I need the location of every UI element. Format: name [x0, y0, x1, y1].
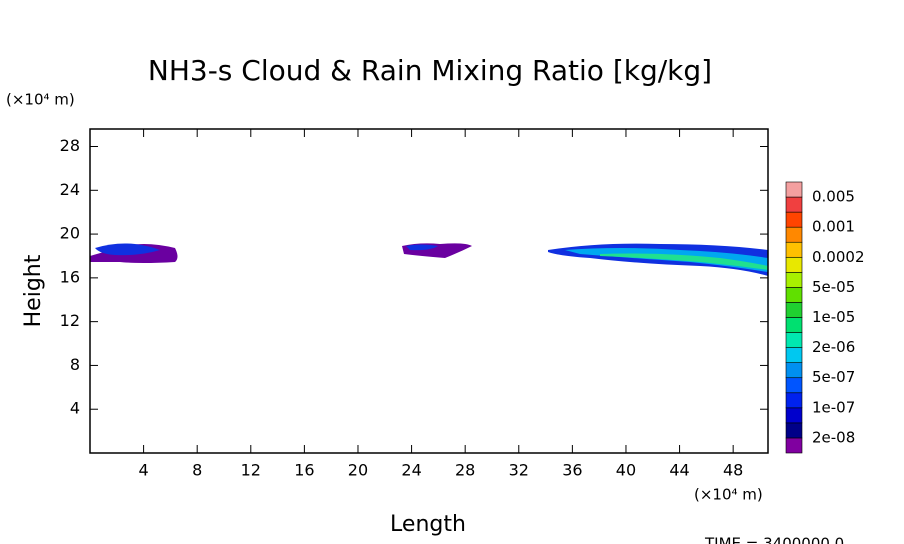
colorbar-swatch — [785, 226, 803, 243]
x-tick-label: 44 — [669, 461, 689, 480]
colorbar-swatch — [785, 407, 803, 424]
y-tick-label: 8 — [70, 355, 80, 374]
colorbar-swatch — [785, 287, 803, 303]
x-tick-label: 28 — [455, 461, 475, 480]
plot-frame — [89, 128, 769, 454]
x-tick-label: 36 — [562, 461, 582, 480]
x-tick-label: 40 — [616, 461, 636, 480]
colorbar-label: 2e-08 — [812, 428, 855, 446]
colorbar-swatch — [785, 437, 803, 454]
y-tick-label: 16 — [60, 267, 80, 286]
colorbar-label: 1e-07 — [812, 398, 855, 416]
colorbar-label: 1e-05 — [812, 308, 855, 326]
contour-fill — [90, 243, 768, 276]
x-unit: (×10⁴ m) — [694, 486, 763, 504]
x-tick-label: 20 — [348, 461, 368, 480]
colorbar-swatch — [785, 317, 803, 333]
y-unit: (×10⁴ m) — [6, 91, 75, 109]
footer: TIME = 3400000.0 — [704, 535, 844, 544]
colorbar-swatch — [785, 211, 803, 228]
colorbar-swatch — [785, 196, 803, 213]
colorbar-label: 5e-05 — [812, 278, 855, 296]
colorbar-label: 0.005 — [812, 188, 855, 206]
y-tick-label: 20 — [60, 224, 80, 243]
chart-title: NH3-s Cloud & Rain Mixing Ratio [kg/kg] — [148, 54, 712, 87]
colorbar-label: 5e-07 — [812, 368, 855, 386]
colorbar-label: 2e-06 — [812, 338, 855, 356]
y-tick-label: 28 — [60, 136, 80, 155]
colorbar-label: 0.0002 — [812, 248, 865, 266]
x-axis-label: Length — [390, 512, 466, 537]
y-tick-label: 4 — [70, 399, 80, 418]
colorbar-swatch — [785, 422, 803, 439]
colorbar-swatch — [785, 362, 803, 379]
x-tick-label: 16 — [294, 461, 314, 480]
x-tick-label: 48 — [723, 461, 743, 480]
colorbar-swatch — [785, 332, 803, 348]
x-tick-label: 4 — [139, 461, 149, 480]
colorbar-swatch — [785, 272, 803, 288]
colorbar-swatch — [785, 241, 803, 258]
colorbar-swatch — [785, 256, 803, 273]
colorbar-swatch — [785, 181, 803, 198]
colorbar-swatch — [785, 302, 803, 318]
x-tick-label: 32 — [509, 461, 529, 480]
y-tick-label: 12 — [60, 311, 80, 330]
x-tick-label: 24 — [401, 461, 421, 480]
y-axis-label: Height — [21, 254, 46, 327]
x-tick-label: 8 — [192, 461, 202, 480]
colorbar-swatch — [785, 392, 803, 409]
colorbar-swatch — [785, 377, 803, 394]
y-tick-label: 24 — [60, 180, 80, 199]
colorbar-swatch — [785, 347, 803, 363]
x-tick-label: 12 — [241, 461, 261, 480]
colorbar-label: 0.001 — [812, 218, 855, 236]
